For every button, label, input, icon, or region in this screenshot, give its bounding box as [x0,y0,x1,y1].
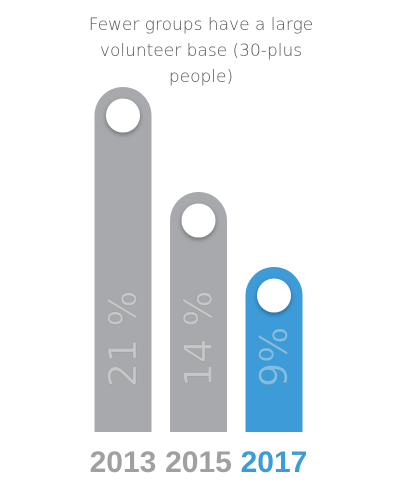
value-label: 14 % [177,290,221,387]
x-tick-label: 2013 [90,446,157,479]
bar-knob [181,203,216,238]
x-tick-label: 2017 [241,446,308,479]
bar-knob [106,98,140,133]
x-tick-label: 2015 [165,446,232,479]
bar [170,192,227,432]
bar [245,267,303,432]
chart-title: Fewer groups have a large volunteer base… [88,15,314,87]
value-label: 9% [252,327,296,387]
bar-knob [257,278,291,313]
value-label: 21 % [101,290,145,387]
bar [94,86,152,432]
